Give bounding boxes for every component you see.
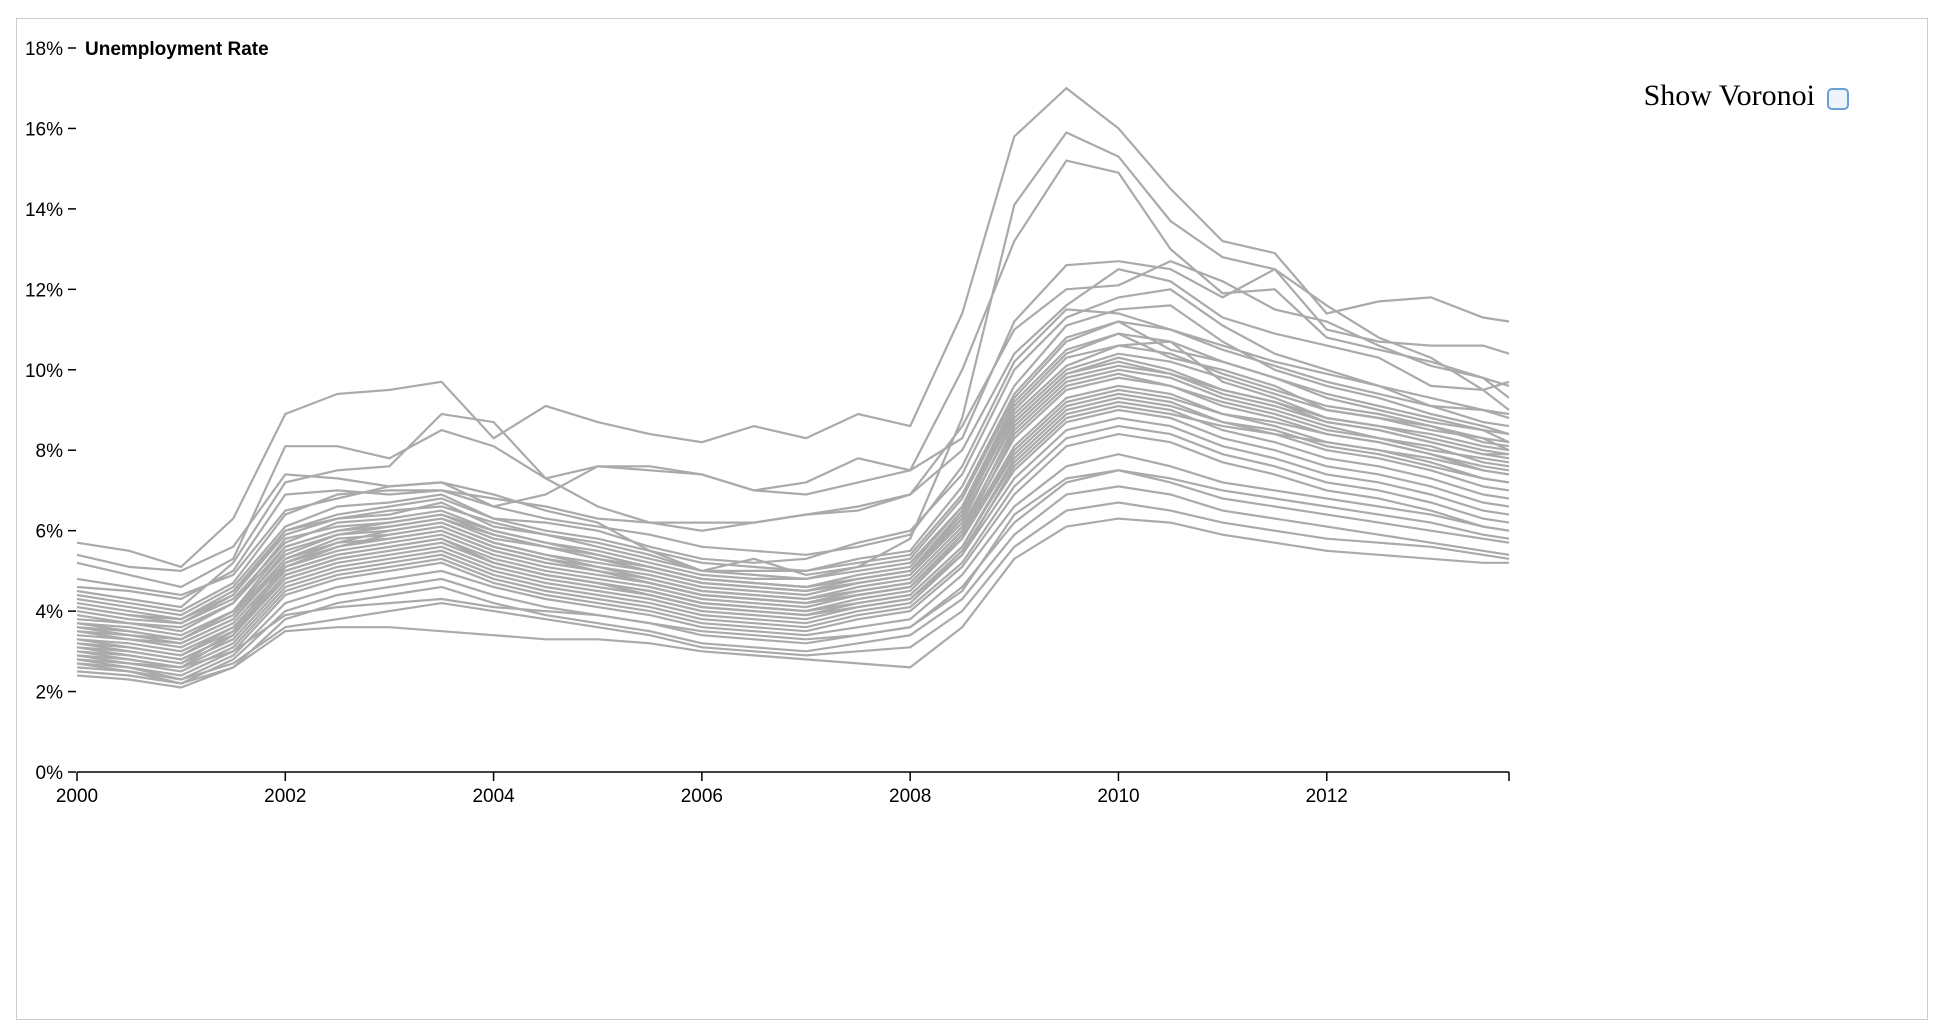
series-line-20[interactable] xyxy=(76,424,1510,673)
voronoi-toggle[interactable]: Show Voronoi xyxy=(1644,79,1849,113)
x-tick-label: 2010 xyxy=(1097,786,1139,807)
series-line-23[interactable] xyxy=(76,364,1509,665)
series-line-38[interactable] xyxy=(76,396,1510,661)
series-line-25[interactable] xyxy=(76,320,1510,621)
unemployment-line-chart: 2000 2002 2004 2006 2008 2010 2012 0% 2% 4% 6% 8% 1… xyxy=(25,39,1510,807)
series-line-37[interactable] xyxy=(76,332,1510,625)
y-tick-label: 0% xyxy=(36,763,64,784)
x-tick-label: 2000 xyxy=(56,786,98,807)
y-tick-label: 8% xyxy=(36,441,64,462)
series-line-6[interactable] xyxy=(76,268,1510,613)
series-line-32[interactable] xyxy=(76,469,1510,669)
y-tick-label: 14% xyxy=(25,200,63,221)
series-line-1[interactable] xyxy=(76,86,1510,569)
y-tick-label: 4% xyxy=(36,602,64,623)
series-line-34[interactable] xyxy=(76,388,1510,645)
series-line-4[interactable] xyxy=(76,260,1510,597)
x-tick-label: 2002 xyxy=(264,786,306,807)
series-line-21[interactable] xyxy=(76,432,1510,677)
axes: 2000 2002 2004 2006 2008 2010 2012 0% 2% 4% 6% 8% 1… xyxy=(25,39,1510,807)
series-lines xyxy=(76,86,1510,689)
chart-title: Unemployment Rate xyxy=(85,39,269,60)
series-line-24[interactable] xyxy=(76,352,1510,641)
y-tick-label: 12% xyxy=(25,280,63,301)
y-tick-label: 2% xyxy=(36,683,64,704)
voronoi-checkbox[interactable] xyxy=(1827,88,1849,110)
series-line-36[interactable] xyxy=(76,360,1510,641)
series-line-30[interactable] xyxy=(76,501,1510,681)
x-axis-ticks: 2000 2002 2004 2006 2008 2010 2012 xyxy=(56,772,1510,807)
series-line-12[interactable] xyxy=(76,356,1510,641)
y-tick-label: 6% xyxy=(36,522,64,543)
series-line-7[interactable] xyxy=(76,288,1510,617)
voronoi-label: Show Voronoi xyxy=(1643,79,1815,112)
x-tick-label: 2006 xyxy=(681,786,723,807)
series-line-31[interactable] xyxy=(76,517,1509,685)
series-line-19[interactable] xyxy=(76,416,1510,669)
series-line-29[interactable] xyxy=(76,485,1510,689)
series-line-18[interactable] xyxy=(76,408,1510,665)
x-tick-label: 2008 xyxy=(889,786,931,807)
series-line-35[interactable] xyxy=(76,308,1510,601)
y-tick-label: 18% xyxy=(25,39,63,60)
series-line-2[interactable] xyxy=(76,131,1510,577)
x-tick-label: 2012 xyxy=(1306,786,1348,807)
chart-frame: 2000 2002 2004 2006 2008 2010 2012 0% 2% 4% 6% 8% 1… xyxy=(16,18,1928,1020)
series-line-28[interactable] xyxy=(76,469,1510,685)
y-tick-label: 10% xyxy=(25,361,63,382)
y-axis-ticks: 0% 2% 4% 6% 8% 10% 12% 14% 16% 18% xyxy=(25,39,76,784)
series-line-33[interactable] xyxy=(76,404,1510,657)
series-line-27[interactable] xyxy=(76,453,1510,681)
y-tick-label: 16% xyxy=(25,119,63,140)
series-line-3[interactable] xyxy=(76,159,1510,589)
x-tick-label: 2004 xyxy=(472,786,515,807)
